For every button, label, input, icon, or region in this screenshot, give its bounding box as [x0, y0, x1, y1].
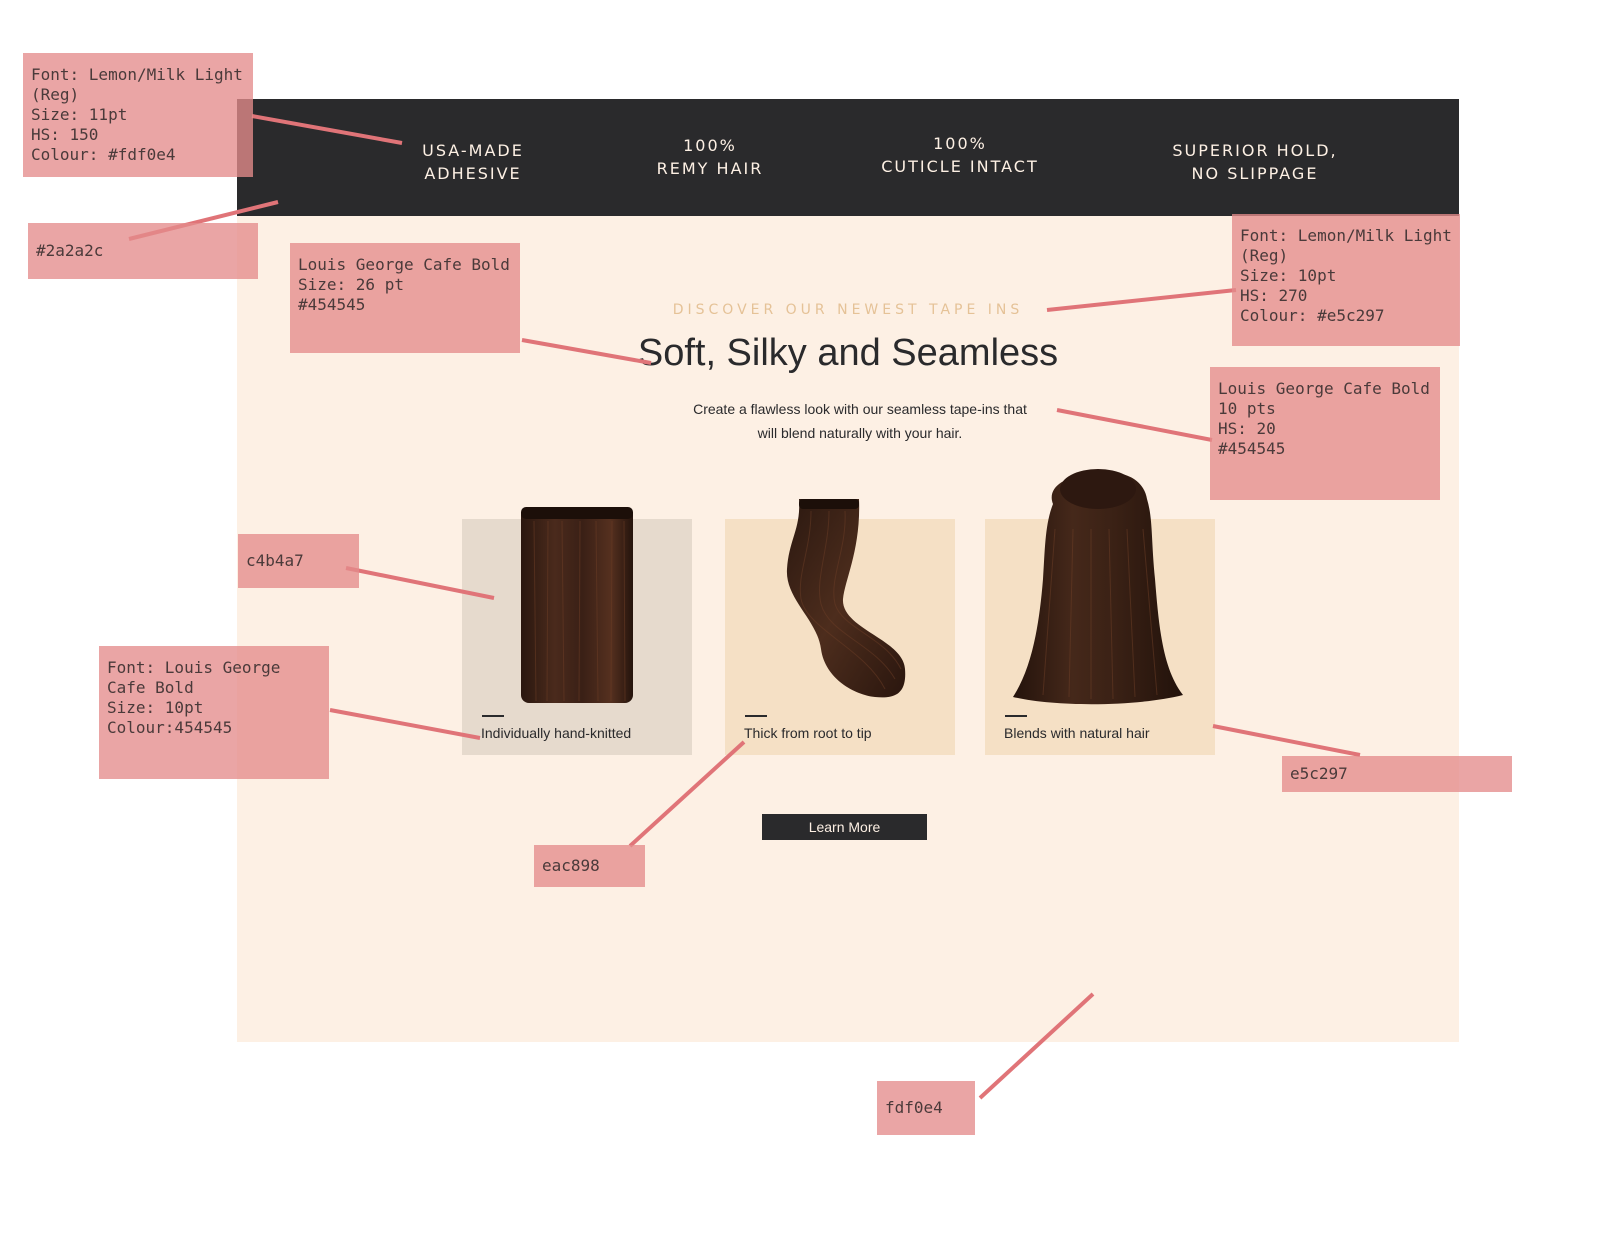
feature-superior-hold: SUPERIOR HOLD, NO SLIPPAGE [1150, 139, 1360, 185]
learn-more-button[interactable]: Learn More [762, 814, 927, 840]
annotation-eyebrow-font: Font: Lemon/Milk Light (Reg) Size: 10pt HS:… [1232, 214, 1460, 346]
card-caption: Thick from root to tip [744, 725, 872, 741]
subcopy-line: will blend naturally with your hair. [757, 425, 963, 441]
caption-rule [745, 715, 767, 717]
annotation-caption-font: Font: Louis George Cafe Bold Size: 10pt Col… [99, 646, 329, 779]
hero-headline: Soft, Silky and Seamless [637, 332, 1059, 374]
feature-line: 100% [683, 136, 737, 155]
annotation-page-bg: fdf0e4 [877, 1081, 975, 1135]
straight-tape-weft-image [521, 507, 633, 703]
product-card[interactable]: Individually hand-knitted [462, 507, 692, 755]
feature-usa-made-adhesive: USA-MADE ADHESIVE [403, 139, 543, 185]
feature-remy-hair: 100% REMY HAIR [640, 134, 780, 180]
annotation-topbar-bg: #2a2a2c [28, 223, 258, 279]
annotation-headline-font: Louis George Cafe Bold Size: 26 pt #454545 [290, 243, 520, 353]
caption-rule [482, 715, 504, 717]
feature-line: CUTICLE INTACT [881, 157, 1039, 176]
feature-line: ADHESIVE [424, 164, 522, 183]
caption-rule [1005, 715, 1027, 717]
feature-cuticle-intact: 100% CUTICLE INTACT [870, 132, 1050, 178]
features-bar [237, 99, 1459, 216]
feature-line: REMY HAIR [656, 159, 764, 178]
hero-subcopy: Create a flawless look with our seamless… [640, 397, 1080, 445]
annotation-card1-color: c4b4a7 [238, 534, 359, 588]
wavy-tape-weft-image [786, 499, 906, 698]
annotation-card2-color: eac898 [534, 845, 645, 887]
product-card[interactable]: Thick from root to tip [725, 499, 955, 755]
hair-back-view-image [1013, 469, 1183, 705]
card-caption: Blends with natural hair [1004, 725, 1150, 741]
feature-line: 100% [933, 134, 987, 153]
product-card[interactable]: Blends with natural hair [985, 469, 1215, 755]
feature-line: NO SLIPPAGE [1191, 164, 1319, 183]
hero-eyebrow: DISCOVER OUR NEWEST TAPE INS [672, 302, 1024, 318]
annotation-subcopy-font: Louis George Cafe Bold 10 pts HS: 20 #45454… [1210, 367, 1440, 500]
feature-line: SUPERIOR HOLD, [1172, 141, 1338, 160]
annotation-topbar-font: Font: Lemon/Milk Light (Reg) Size: 11pt HS:… [23, 53, 253, 177]
feature-line: USA-MADE [422, 141, 524, 160]
annotation-card3-color: e5c297 [1282, 756, 1512, 792]
subcopy-line: Create a flawless look with our seamless… [693, 401, 1027, 417]
card-caption: Individually hand-knitted [481, 725, 632, 741]
